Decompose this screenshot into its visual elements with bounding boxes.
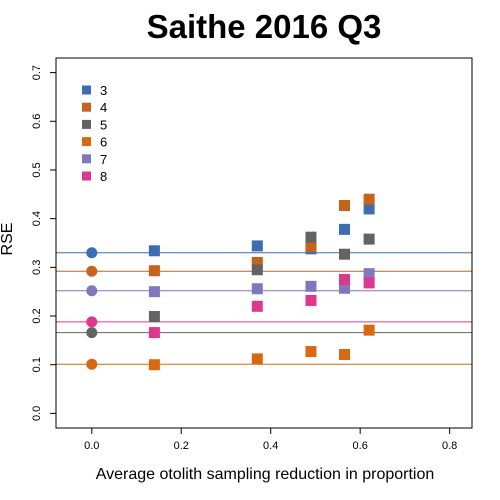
data-point-4 [339, 200, 351, 212]
data-point-5 [363, 233, 375, 245]
data-point-3 [363, 203, 375, 215]
legend-label-8: 8 [100, 169, 107, 184]
y-tick-label: 0.0 [31, 406, 43, 421]
data-point-7 [251, 283, 263, 295]
legend-swatch-5 [82, 119, 91, 129]
y-tick-label: 0.3 [31, 260, 43, 275]
data-point-3 [251, 240, 263, 252]
legend-swatch-6 [82, 137, 91, 147]
legend-label-4: 4 [100, 100, 107, 115]
data-point-4 [148, 265, 160, 277]
data-point-5 [339, 248, 351, 260]
y-axis: 0.0 0.1 0.2 0.3 0.4 0.5 0.6 0.7 [31, 65, 57, 421]
baseline-point-7 [86, 285, 98, 297]
y-tick-label: 0.1 [31, 357, 43, 372]
data-point-6 [251, 353, 263, 365]
x-tick-label: 0.2 [174, 440, 189, 452]
x-axis: 0.0 0.2 0.4 0.6 0.8 [84, 427, 457, 452]
plot-frame [55, 57, 473, 429]
baseline-point-6 [86, 358, 98, 370]
x-tick-label: 0.4 [263, 440, 278, 452]
data-point-3 [339, 223, 351, 235]
data-point-4 [251, 256, 263, 268]
data-point-7 [305, 280, 317, 292]
data-point-6 [148, 359, 160, 371]
data-point-5 [148, 311, 160, 323]
data-point-4 [363, 193, 375, 205]
legend-swatch-7 [82, 154, 91, 164]
reference-lines [56, 252, 472, 365]
y-tick-label: 0.6 [31, 114, 43, 129]
x-tick-label: 0.8 [442, 440, 457, 452]
data-point-6 [363, 324, 375, 336]
legend-label-3: 3 [100, 83, 107, 98]
x-axis-title: Average otolith sampling reduction in pr… [95, 466, 435, 483]
data-point-6 [305, 346, 317, 358]
data-point-5 [251, 264, 263, 276]
data-point-4 [305, 240, 317, 252]
y-tick-label: 0.4 [31, 211, 43, 226]
data-point-8 [148, 327, 160, 339]
data-point-7 [363, 268, 375, 280]
baseline-point-8 [86, 316, 98, 328]
x-tick-label: 0.6 [353, 440, 368, 452]
legend-swatch-8 [82, 171, 91, 181]
data-point-8 [305, 294, 317, 306]
data-point-3 [148, 245, 160, 257]
data-point-7 [148, 286, 160, 298]
y-tick-label: 0.5 [31, 162, 43, 177]
data-point-6 [339, 348, 351, 360]
data-point-8 [363, 277, 375, 289]
legend-swatch-4 [82, 102, 91, 112]
legend-label-6: 6 [100, 135, 107, 150]
baseline-point-4 [86, 265, 98, 277]
legend-label-5: 5 [100, 117, 107, 132]
y-axis-title: RSE [0, 222, 16, 256]
legend: 3 4 5 6 7 8 [82, 83, 107, 184]
data-point-7 [339, 282, 351, 294]
x-tick-label: 0.0 [84, 440, 99, 452]
data-point-8 [339, 274, 351, 286]
y-tick-label: 0.7 [31, 65, 43, 80]
baseline-point-5 [86, 327, 98, 339]
chart-title: Saithe 2016 Q3 [146, 8, 382, 45]
y-tick-label: 0.2 [31, 308, 43, 323]
baseline-point-3 [86, 247, 98, 259]
legend-swatch-3 [82, 85, 91, 95]
data-point-5 [305, 231, 317, 243]
data-points [86, 193, 375, 371]
legend-label-7: 7 [100, 152, 107, 167]
data-point-8 [251, 300, 263, 312]
